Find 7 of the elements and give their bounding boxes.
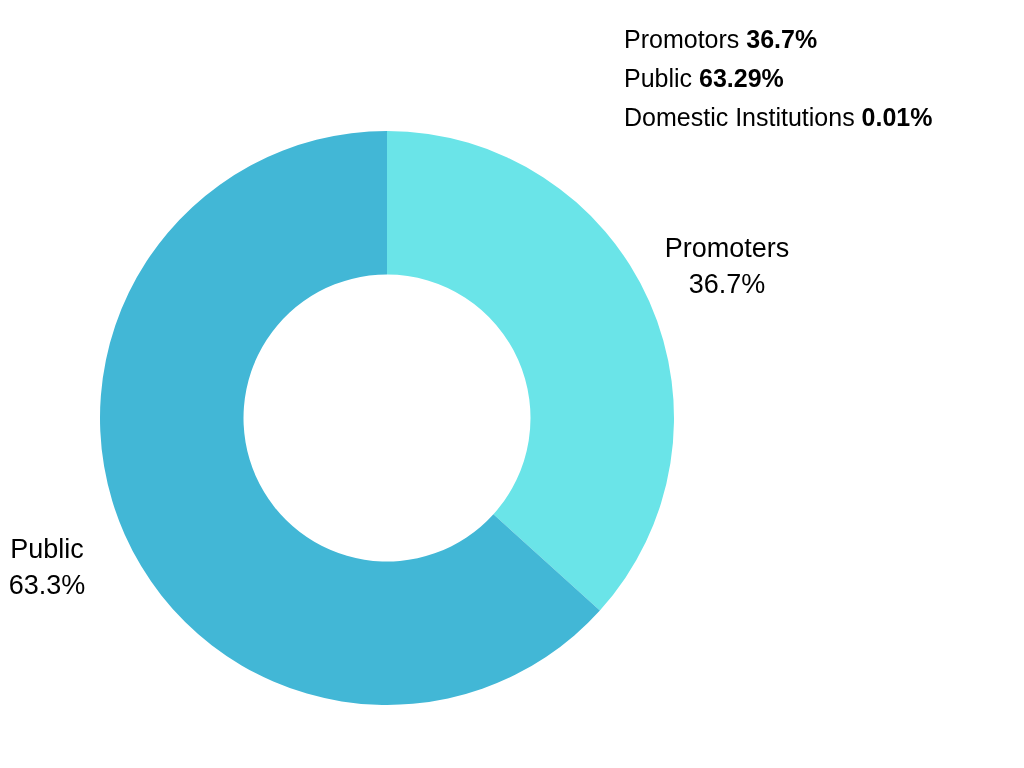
text: Public 63.29% — [624, 63, 785, 94]
data-label: 63.3% — [8, 570, 86, 601]
text: Promotors 36.7% — [624, 24, 819, 55]
slice-label: Promoters — [664, 232, 790, 263]
data-label: 36.7% — [688, 268, 766, 299]
slice-label: Public — [10, 534, 84, 565]
text: Domestic Institutions 0.01% — [624, 102, 933, 133]
